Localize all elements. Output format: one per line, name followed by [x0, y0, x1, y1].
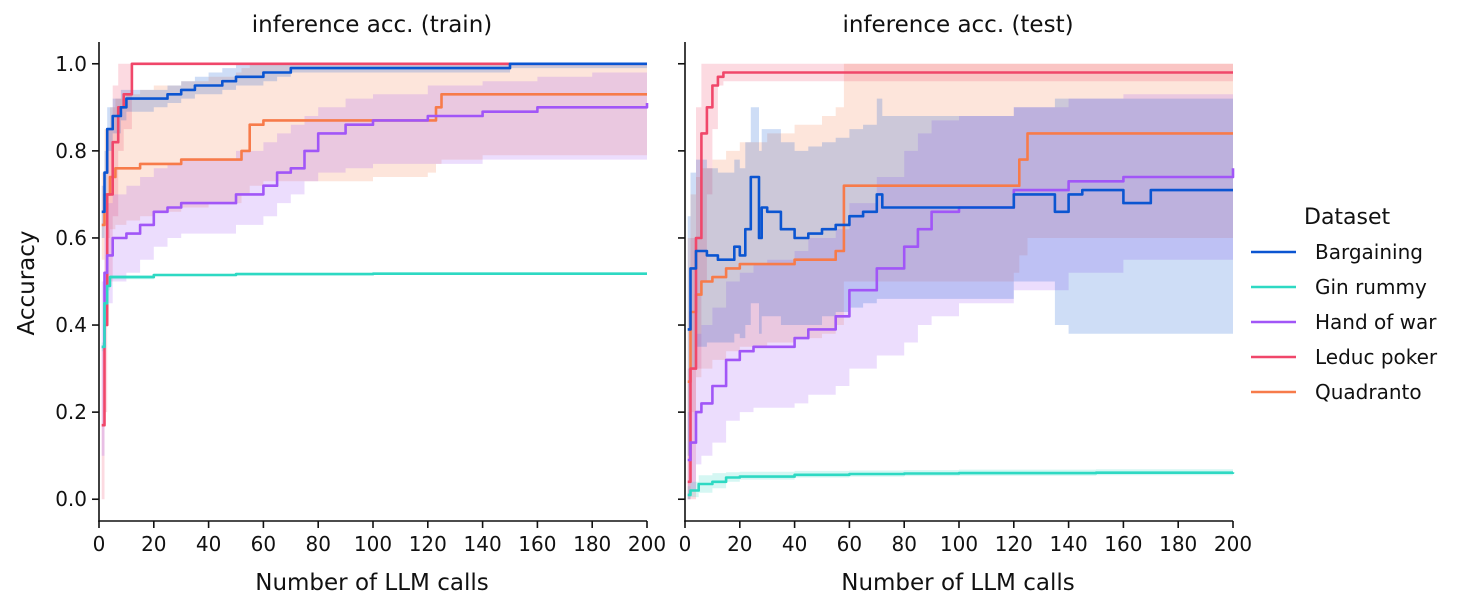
- confidence-bands-train: [101, 63, 647, 500]
- y-tick-label-train: 0.0: [55, 487, 87, 511]
- y-tick-label-train: 0.4: [55, 313, 87, 337]
- legend-label-bargaining: Bargaining: [1315, 240, 1423, 264]
- y-tick-label-train: 0.8: [55, 139, 87, 163]
- x-tick-label-test: 140: [1050, 532, 1088, 556]
- y-tick-label-train: 0.6: [55, 226, 87, 250]
- series-lines-test: [687, 71, 1235, 497]
- axes-train: 0 20 40 60 80 100 120 140 160 180 200 0.0 0.2 0.4 0.6 0…: [55, 42, 666, 556]
- panel-title-test: inference acc. (test): [842, 12, 1073, 38]
- panel-title-train: inference acc. (train): [252, 12, 493, 38]
- legend-label-gin-rummy: Gin rummy: [1315, 275, 1427, 299]
- x-tick-label-test: 80: [891, 532, 916, 556]
- legend-label-leduc-poker: Leduc poker: [1315, 345, 1438, 369]
- panel-test: inference acc. (test) 0 20 40 60 80 100 120 140…: [678, 12, 1252, 596]
- line-hand-of-war-train: [101, 103, 649, 349]
- x-axis-label-test: Number of LLM calls: [841, 570, 1074, 596]
- confidence-bands-test: [687, 63, 1233, 500]
- x-tick-label-test: 20: [727, 532, 752, 556]
- line-bargaining-test: [687, 175, 1233, 331]
- line-quadranto-train: [101, 93, 647, 227]
- series-lines-train: [101, 62, 649, 427]
- x-tick-label-test: 40: [782, 532, 807, 556]
- x-tick-label-train: 0: [93, 532, 106, 556]
- legend-label-hand-of-war: Hand of war: [1315, 310, 1437, 334]
- x-tick-label-train: 120: [409, 532, 447, 556]
- x-tick-label-train: 80: [305, 532, 330, 556]
- x-tick-label-train: 200: [628, 532, 666, 556]
- band-quadranto-test: [687, 63, 1233, 500]
- axes-test: 0 20 40 60 80 100 120 140 160 180 200: [678, 42, 1252, 556]
- panel-train: inference acc. (train) 0 20 40 60 80 100 120 14…: [14, 12, 666, 596]
- x-tick-label-train: 160: [518, 532, 556, 556]
- legend: Dataset Bargaining Gin rummy Hand of war Le…: [1251, 205, 1438, 404]
- x-tick-label-train: 100: [354, 532, 392, 556]
- x-tick-label-train: 60: [251, 532, 276, 556]
- line-gin-rummy-train: [101, 272, 647, 349]
- x-tick-label-test: 60: [837, 532, 862, 556]
- x-tick-label-test: 0: [679, 532, 692, 556]
- legend-label-quadranto: Quadranto: [1315, 380, 1422, 404]
- legend-title: Dataset: [1304, 205, 1391, 230]
- x-tick-label-train: 40: [196, 532, 221, 556]
- line-quadranto-test: [687, 132, 1233, 383]
- x-tick-label-test: 120: [995, 532, 1033, 556]
- band-bargaining-test: [687, 98, 1233, 456]
- x-axis-label-train: Number of LLM calls: [255, 570, 488, 596]
- x-tick-label-train: 140: [464, 532, 502, 556]
- line-leduc-poker-test: [687, 71, 1233, 484]
- x-tick-label-train: 180: [573, 532, 611, 556]
- x-tick-label-test: 180: [1159, 532, 1197, 556]
- x-tick-label-test: 100: [940, 532, 978, 556]
- y-tick-label-train: 0.2: [55, 400, 87, 424]
- x-tick-label-train: 20: [141, 532, 166, 556]
- band-hand-of-war-train: [101, 68, 647, 456]
- y-axis-label: Accuracy: [14, 230, 40, 335]
- band-gin-rummy-train: [101, 272, 647, 352]
- line-gin-rummy-test: [687, 471, 1235, 497]
- x-tick-label-test: 200: [1214, 532, 1252, 556]
- band-gin-rummy-test: [687, 468, 1233, 500]
- legend-items: Bargaining Gin rummy Hand of war Leduc poke…: [1251, 240, 1438, 404]
- y-tick-label-train: 1.0: [55, 52, 87, 76]
- line-bargaining-train: [101, 62, 647, 214]
- x-tick-label-test: 160: [1104, 532, 1142, 556]
